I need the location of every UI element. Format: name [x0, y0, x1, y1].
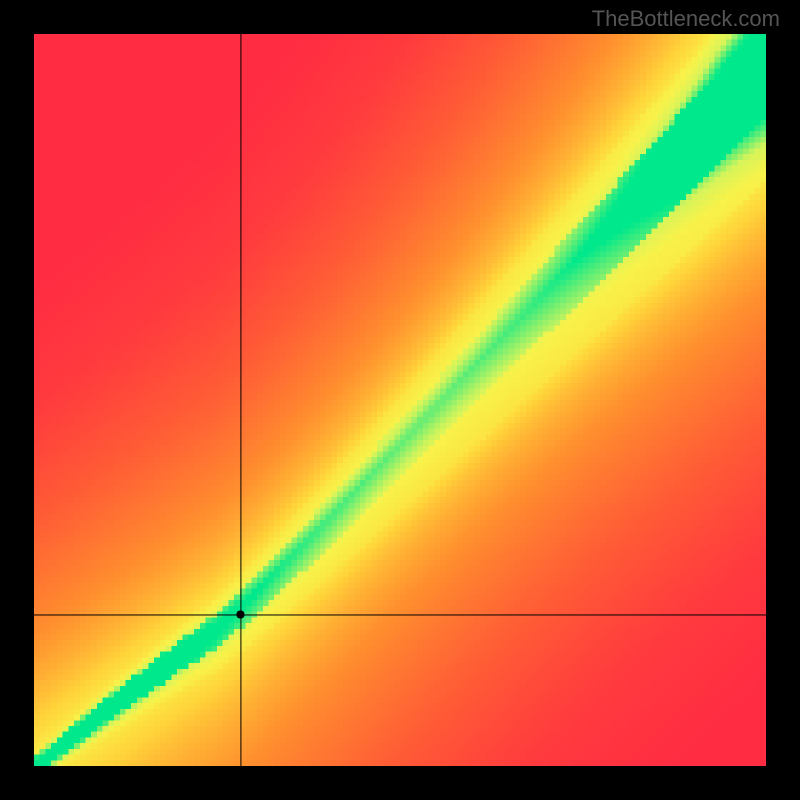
- crosshair-overlay: [34, 34, 766, 766]
- chart-container: TheBottleneck.com: [0, 0, 800, 800]
- watermark-text: TheBottleneck.com: [592, 6, 780, 32]
- plot-area: [34, 34, 766, 766]
